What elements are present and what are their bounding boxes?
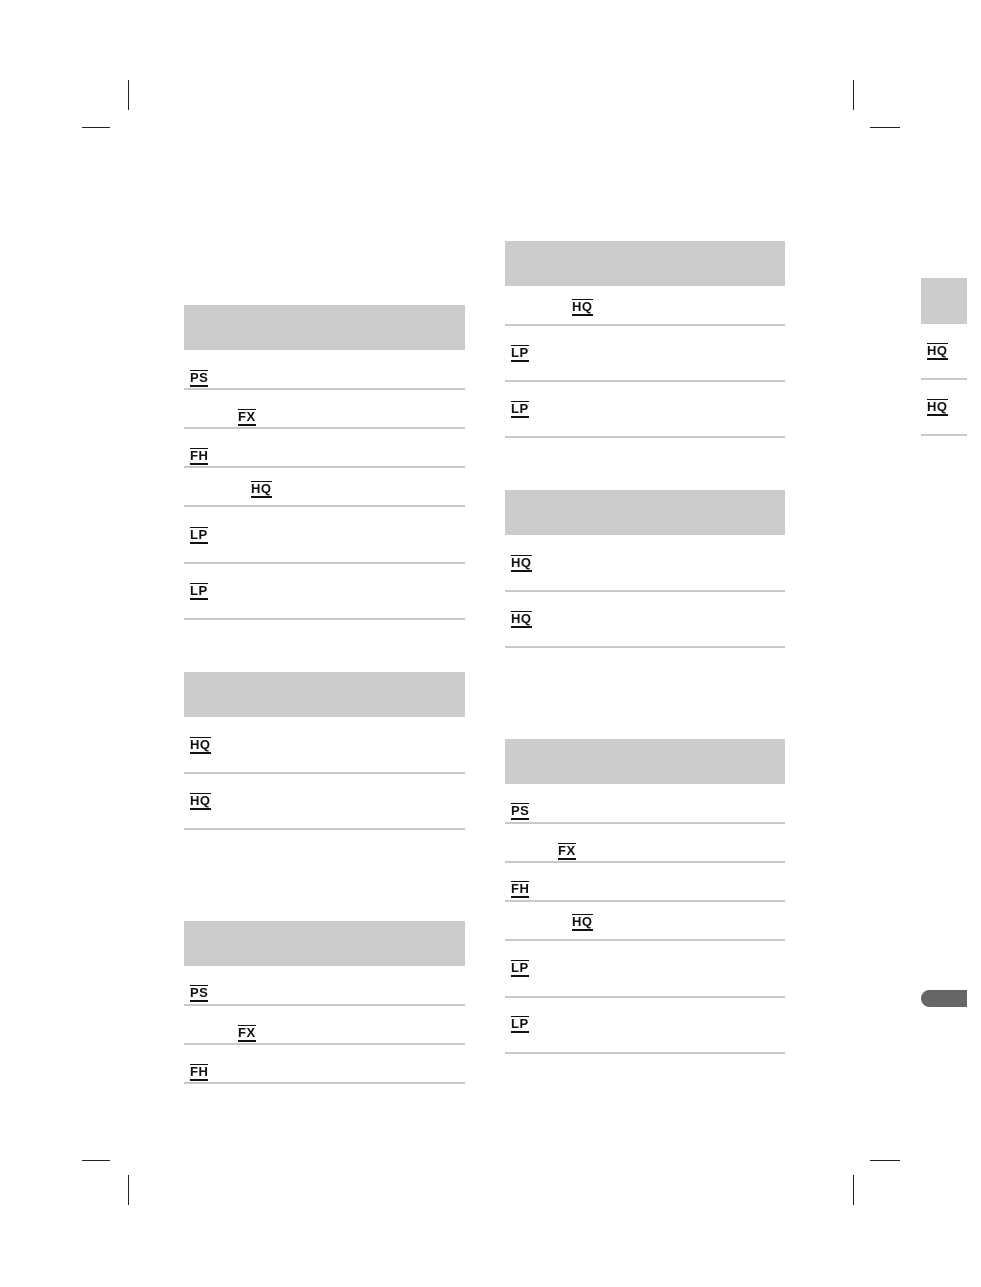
- mode-icon-hq: HQ: [190, 737, 211, 754]
- row-divider: [184, 562, 465, 564]
- row-divider: [505, 436, 785, 438]
- row-divider: [184, 1043, 465, 1045]
- side-divider: [921, 434, 967, 436]
- row-divider: [184, 828, 465, 830]
- mode-icon-hq: HQ: [572, 299, 593, 316]
- row-divider: [184, 618, 465, 620]
- row-divider: [505, 861, 785, 863]
- row-divider: [505, 324, 785, 326]
- table-header: [184, 305, 465, 350]
- row-divider: [184, 466, 465, 468]
- row-divider: [184, 505, 465, 507]
- mode-icon-fh: FH: [190, 1064, 209, 1081]
- mode-icon-fx: FX: [238, 1025, 256, 1042]
- row-divider: [505, 900, 785, 902]
- mode-icon-fh: FH: [511, 881, 530, 898]
- row-divider: [184, 1082, 465, 1084]
- crop-mark: [82, 1160, 110, 1161]
- crop-mark: [82, 127, 110, 128]
- row-divider: [505, 939, 785, 941]
- side-tab: [921, 278, 967, 324]
- row-divider: [184, 388, 465, 390]
- table-header: [184, 672, 465, 717]
- mode-icon-lp: LP: [511, 345, 529, 362]
- mode-icon-lp: LP: [511, 1016, 529, 1033]
- row-divider: [505, 646, 785, 648]
- side-divider: [921, 378, 967, 380]
- mode-icon-hq: HQ: [572, 914, 593, 931]
- crop-mark: [128, 1175, 129, 1205]
- row-divider: [505, 822, 785, 824]
- row-divider: [184, 772, 465, 774]
- mode-icon-fh: FH: [190, 448, 209, 465]
- crop-mark: [853, 80, 854, 110]
- page-tab-marker: [921, 990, 967, 1007]
- mode-icon-lp: LP: [190, 527, 208, 544]
- crop-mark: [128, 80, 129, 110]
- mode-icon-hq: HQ: [190, 793, 211, 810]
- mode-icon-hq: HQ: [251, 481, 272, 498]
- crop-mark: [870, 1160, 900, 1161]
- mode-icon-lp: LP: [511, 401, 529, 418]
- table-header: [505, 739, 785, 784]
- mode-icon-ps: PS: [190, 985, 209, 1002]
- row-divider: [505, 1052, 785, 1054]
- mode-icon-hq: HQ: [511, 611, 532, 628]
- row-divider: [505, 380, 785, 382]
- mode-icon-lp: LP: [190, 583, 208, 600]
- mode-icon-lp: LP: [511, 960, 529, 977]
- table-header: [184, 921, 465, 966]
- mode-icon-ps: PS: [190, 370, 209, 387]
- mode-icon-hq: HQ: [511, 555, 532, 572]
- crop-mark: [853, 1175, 854, 1205]
- table-header: [505, 490, 785, 535]
- row-divider: [184, 1004, 465, 1006]
- row-divider: [505, 996, 785, 998]
- table-header: [505, 241, 785, 286]
- crop-mark: [870, 127, 900, 128]
- side-mode-icon-hq: HQ: [927, 399, 948, 416]
- mode-icon-fx: FX: [558, 843, 576, 860]
- row-divider: [184, 427, 465, 429]
- mode-icon-ps: PS: [511, 803, 530, 820]
- mode-icon-fx: FX: [238, 409, 256, 426]
- row-divider: [505, 590, 785, 592]
- side-mode-icon-hq: HQ: [927, 343, 948, 360]
